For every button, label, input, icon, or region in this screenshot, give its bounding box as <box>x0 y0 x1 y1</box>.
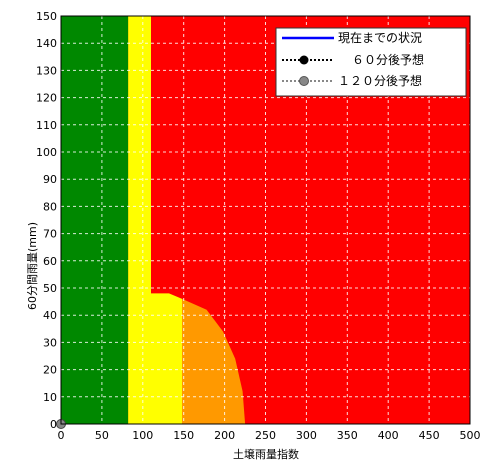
x-tick-label: 500 <box>460 429 481 442</box>
y-tick-label: 150 <box>36 10 57 23</box>
y-tick-label: 70 <box>43 228 57 241</box>
y-tick-label: 90 <box>43 173 57 186</box>
y-tick-label: 100 <box>36 146 57 159</box>
y-tick-label: 40 <box>43 309 57 322</box>
y-tick-label: 140 <box>36 37 57 50</box>
y-tick-label: 30 <box>43 336 57 349</box>
y-tick-label: 60 <box>43 255 57 268</box>
x-tick-label: 450 <box>419 429 440 442</box>
x-tick-label: 200 <box>214 429 235 442</box>
region-yellow <box>128 16 183 424</box>
y-tick-label: 80 <box>43 200 57 213</box>
legend: 現在までの状況 ６０分後予想 １２０分後予想 <box>275 27 467 97</box>
x-tick-label: 100 <box>132 429 153 442</box>
y-tick-label: 10 <box>43 391 57 404</box>
x-axis-label: 土壌雨量指数 <box>233 447 299 461</box>
y-axis-label: 60分間雨量(mm) <box>26 222 39 310</box>
region-orange <box>182 298 246 424</box>
y-axis-ticks: 0 10 20 30 40 50 60 70 80 90 100 110 120 130 140 150 <box>36 10 57 431</box>
y-tick-label: 110 <box>36 119 57 132</box>
legend-label-120min: １２０分後予想 <box>338 73 422 88</box>
x-tick-label: 400 <box>378 429 399 442</box>
y-tick-label: 130 <box>36 64 57 77</box>
legend-label-60min: ６０分後予想 <box>352 52 424 67</box>
plot-frame <box>60 15 471 425</box>
legend-marker-60min <box>299 55 309 65</box>
region-green <box>61 16 129 424</box>
x-tick-label: 300 <box>296 429 317 442</box>
y-tick-label: 20 <box>43 364 57 377</box>
x-tick-label: 250 <box>255 429 276 442</box>
y-tick-label: 0 <box>50 418 57 431</box>
x-tick-label: 150 <box>173 429 194 442</box>
x-axis-ticks: 0 50 100 150 200 250 300 350 400 450 500 <box>58 429 481 442</box>
x-tick-label: 0 <box>58 429 65 442</box>
x-tick-label: 50 <box>95 429 109 442</box>
legend-label-current: 現在までの状況 <box>338 30 422 45</box>
y-tick-label: 120 <box>36 92 57 105</box>
y-tick-label: 50 <box>43 282 57 295</box>
x-tick-label: 350 <box>337 429 358 442</box>
legend-marker-120min <box>299 76 309 86</box>
